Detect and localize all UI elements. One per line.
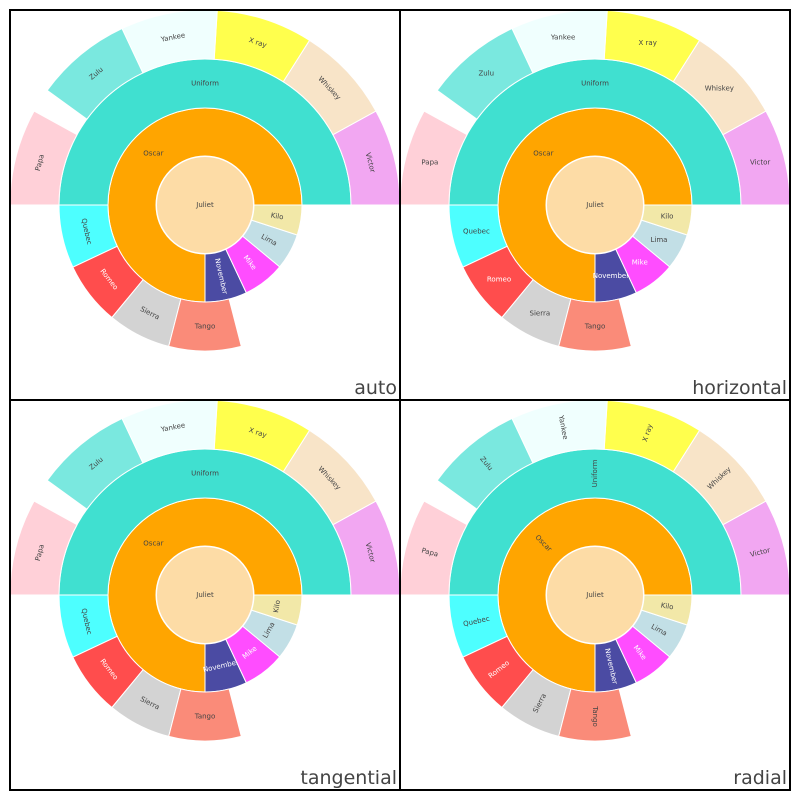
segment-tango[interactable] (558, 298, 632, 352)
segment-label-x-ray: X ray (639, 39, 657, 47)
panel-title-tangential: tangential (300, 767, 397, 789)
segment-label-yankee: Yankee (550, 34, 575, 42)
segment-label-papa: Papa (34, 153, 46, 171)
segment-label-oscar: Oscar (533, 149, 553, 157)
panel-title-radial: radial (733, 767, 787, 789)
segment-label-tango: Tango (194, 713, 216, 721)
segment-kilo[interactable] (640, 594, 693, 626)
segment-label-mike: Mike (632, 259, 648, 267)
segment-tango[interactable] (168, 688, 242, 742)
segment-papa[interactable] (399, 500, 468, 596)
segment-label-kilo: Kilo (270, 211, 284, 221)
segment-kilo[interactable] (250, 594, 303, 626)
segment-label-victor: Victor (750, 159, 770, 167)
segment-label-uniform: Uniform (191, 80, 219, 88)
segment-tango[interactable] (168, 298, 242, 352)
segment-label-juliet: Juliet (195, 201, 214, 209)
segment-label-uniform: Uniform (191, 470, 219, 478)
segment-label-papa: Papa (421, 547, 439, 559)
segment-label-quebec: Quebec (463, 228, 490, 236)
segment-zulu[interactable] (436, 417, 534, 510)
segment-label-juliet: Juliet (195, 591, 214, 599)
segment-label-tango: Tango (584, 323, 606, 331)
segment-label-november: November (593, 272, 630, 280)
panel-frame (399, 399, 791, 791)
segment-label-oscar: Oscar (143, 539, 163, 547)
segment-label-kilo: Kilo (660, 601, 674, 611)
segment-label-uniform: Uniform (591, 459, 599, 487)
segment-zulu[interactable] (436, 27, 534, 120)
segment-label-oscar: Oscar (143, 149, 163, 157)
segment-label-sierra: Sierra (530, 309, 551, 317)
segment-papa[interactable] (399, 110, 468, 206)
panel-title-auto: auto (354, 377, 397, 399)
segment-tango[interactable] (558, 688, 632, 742)
segment-kilo[interactable] (250, 204, 303, 236)
segment-zulu[interactable] (46, 27, 144, 120)
segment-label-zulu: Zulu (479, 70, 495, 78)
sunburst-panel-tangential: JulietOscarNovemberMikeLimaKiloUniformQu… (9, 399, 401, 791)
segment-kilo[interactable] (640, 204, 693, 236)
segment-label-kilo: Kilo (661, 212, 674, 220)
segment-papa[interactable] (9, 500, 78, 596)
segment-label-juliet: Juliet (585, 201, 604, 209)
segment-papa[interactable] (9, 110, 78, 206)
panel-title-horizontal: horizontal (692, 377, 787, 399)
segment-label-juliet: Juliet (585, 591, 604, 599)
segment-label-romeo: Romeo (487, 275, 511, 283)
segment-label-whiskey: Whiskey (705, 84, 734, 92)
segment-zulu[interactable] (46, 417, 144, 510)
segment-label-tango: Tango (194, 323, 216, 331)
segment-label-kilo: Kilo (272, 599, 282, 613)
segment-label-papa: Papa (421, 159, 438, 167)
segment-label-lima: Lima (650, 236, 667, 244)
segment-label-uniform: Uniform (581, 80, 609, 88)
segment-label-papa: Papa (34, 543, 46, 561)
segment-label-tango: Tango (591, 705, 599, 727)
